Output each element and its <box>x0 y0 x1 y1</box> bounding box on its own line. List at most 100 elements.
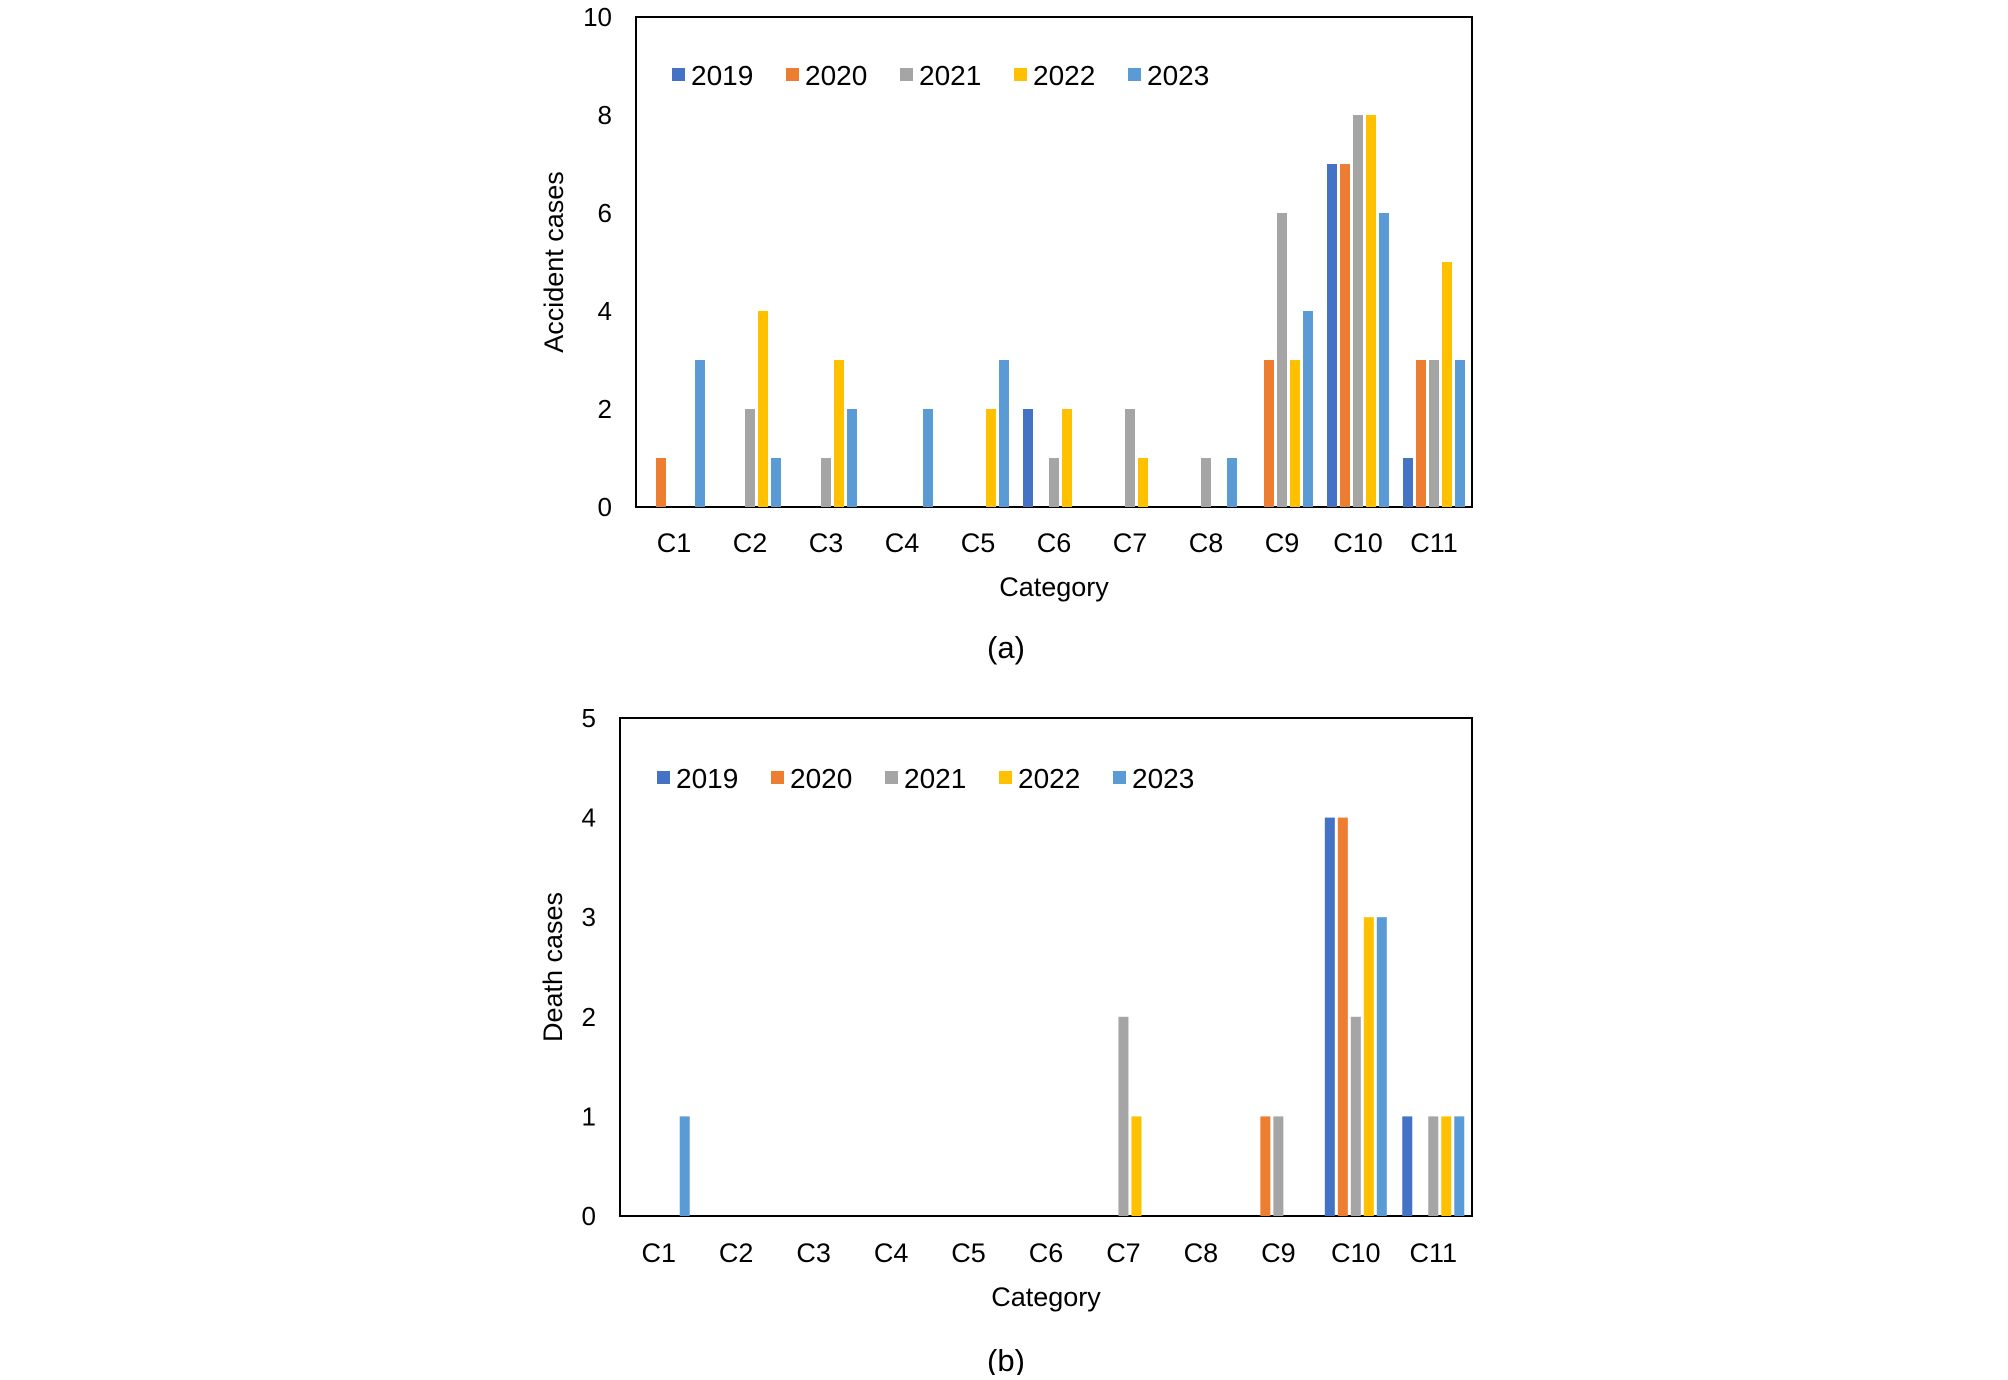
bar <box>1131 1116 1142 1216</box>
bar <box>1350 1016 1361 1216</box>
category-label: C1 <box>641 1238 676 1268</box>
y-tick-labels: 0 2 4 6 8 10 <box>583 2 612 522</box>
category-label: C4 <box>874 1238 909 1268</box>
bar <box>771 458 781 507</box>
bar <box>695 360 705 507</box>
plot-frame <box>619 717 1473 1217</box>
category-label: C10 <box>1333 528 1383 558</box>
bar <box>1118 1016 1129 1216</box>
category-label: C3 <box>796 1238 831 1268</box>
bar <box>1227 458 1237 507</box>
bar <box>1416 360 1426 507</box>
bar <box>1303 311 1313 507</box>
bar <box>1023 409 1033 507</box>
bar <box>1363 917 1374 1216</box>
legend-label: 2020 <box>790 763 852 794</box>
legend-label: 2020 <box>805 60 867 91</box>
category-label: C5 <box>951 1238 986 1268</box>
bar <box>1290 360 1300 507</box>
category-label: C6 <box>1037 528 1072 558</box>
y-axis-title: Death cases <box>538 892 568 1042</box>
bar <box>656 458 666 507</box>
y-tick-labels: 0 1 2 3 4 5 <box>582 703 596 1231</box>
bar <box>1324 817 1335 1216</box>
x-axis-title: Category <box>999 572 1109 602</box>
category-label: C9 <box>1265 528 1300 558</box>
bars <box>656 115 1465 507</box>
bar <box>923 409 933 507</box>
bar <box>1125 409 1135 507</box>
bar <box>1366 115 1376 507</box>
legend-label: 2019 <box>691 60 753 91</box>
category-labels: C1 C2 C3 C4 C5 C6 C7 C8 C9 C10 C11 <box>657 528 1458 558</box>
legend: 2019 2020 2021 2022 2023 <box>657 763 1194 794</box>
bar <box>758 311 768 507</box>
bar <box>1277 213 1287 507</box>
legend-swatch <box>771 771 784 784</box>
bar <box>1049 458 1059 507</box>
legend-swatch <box>900 68 913 81</box>
category-label: C9 <box>1261 1238 1296 1268</box>
y-axis-title: Accident cases <box>539 171 569 353</box>
legend-swatch <box>672 68 685 81</box>
legend-swatch <box>1128 68 1141 81</box>
bar <box>986 409 996 507</box>
category-label: C3 <box>809 528 844 558</box>
chart-accident-cases: 0 2 4 6 8 10 C1 C2 C3 C4 C5 C6 C7 C8 C9 C10 C11 2019 202… <box>539 2 1473 665</box>
bar <box>1429 360 1439 507</box>
bars <box>679 817 1465 1216</box>
legend-swatch <box>786 68 799 81</box>
y-tick-label: 0 <box>582 1201 596 1231</box>
category-label: C5 <box>961 528 996 558</box>
category-label: C2 <box>733 528 768 558</box>
bar <box>1327 164 1337 507</box>
category-labels: C1 C2 C3 C4 C5 C6 C7 C8 C9 C10 C11 <box>641 1238 1457 1268</box>
chart-death-cases: 0 1 2 3 4 5 C1 C2 C3 C4 C5 C6 C7 C8 C9 C10 C11 2019 2020… <box>538 703 1473 1378</box>
category-label: C10 <box>1331 1238 1381 1268</box>
y-tick-label: 1 <box>582 1101 596 1131</box>
bar <box>1454 1116 1465 1216</box>
bar <box>1201 458 1211 507</box>
category-label: C1 <box>657 528 692 558</box>
legend-swatch <box>999 771 1012 784</box>
legend-label: 2022 <box>1018 763 1080 794</box>
y-tick-label: 8 <box>598 100 612 130</box>
y-tick-label: 4 <box>582 803 596 833</box>
bar <box>821 458 831 507</box>
bar <box>1403 458 1413 507</box>
category-label: C11 <box>1410 1238 1458 1268</box>
bar <box>1062 409 1072 507</box>
legend-swatch <box>1113 771 1126 784</box>
bar <box>1428 1116 1439 1216</box>
category-label: C6 <box>1029 1238 1064 1268</box>
category-label: C7 <box>1106 1238 1141 1268</box>
category-label: C2 <box>719 1238 754 1268</box>
legend-swatch <box>1014 68 1027 81</box>
category-label: C8 <box>1189 528 1224 558</box>
bar <box>1402 1116 1413 1216</box>
bar <box>745 409 755 507</box>
bar <box>679 1116 690 1216</box>
bar <box>847 409 857 507</box>
legend-label: 2022 <box>1033 60 1095 91</box>
y-tick-label: 0 <box>598 492 612 522</box>
legend-swatch <box>657 771 670 784</box>
bar <box>1273 1116 1284 1216</box>
bar <box>1340 164 1350 507</box>
bar <box>1264 360 1274 507</box>
bar <box>1379 213 1389 507</box>
bar <box>1442 262 1452 507</box>
bar <box>1260 1116 1271 1216</box>
bar <box>1337 817 1348 1216</box>
legend: 2019 2020 2021 2022 2023 <box>672 60 1209 91</box>
legend-label: 2023 <box>1147 60 1209 91</box>
bar <box>1138 458 1148 507</box>
legend-swatch <box>885 771 898 784</box>
category-label: C8 <box>1184 1238 1219 1268</box>
legend-label: 2023 <box>1132 763 1194 794</box>
y-tick-label: 5 <box>582 703 596 733</box>
y-tick-label: 10 <box>583 2 612 32</box>
legend-label: 2021 <box>919 60 981 91</box>
category-label: C7 <box>1113 528 1148 558</box>
